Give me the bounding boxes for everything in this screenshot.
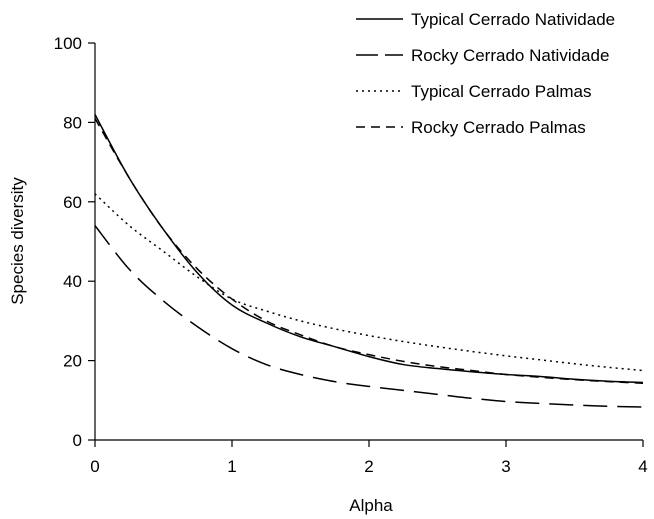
y-tick-label: 60 xyxy=(63,193,82,212)
legend-label-rocky-cerrado-palmas: Rocky Cerrado Palmas xyxy=(411,118,586,137)
x-tick-label: 4 xyxy=(638,457,647,476)
x-tick-label: 0 xyxy=(90,457,99,476)
series-line-typical-cerrado-palmas xyxy=(94,193,644,372)
axes: 0 20 40 60 80 100 0 1 2 3 4 xyxy=(54,34,648,476)
series-line-rocky-cerrado-palmas xyxy=(94,118,644,384)
series-layer xyxy=(94,114,644,408)
series-line-typical-cerrado-natividade xyxy=(94,114,644,384)
y-tick-label: 80 xyxy=(63,113,82,132)
x-axis-label: Alpha xyxy=(349,496,393,515)
x-tick-label: 3 xyxy=(501,457,510,476)
y-tick-label: 40 xyxy=(63,272,82,291)
series-line-rocky-cerrado-natividade xyxy=(94,225,644,408)
y-tick-label: 0 xyxy=(73,431,82,450)
x-tick-label: 1 xyxy=(227,457,236,476)
x-tick-label: 2 xyxy=(364,457,373,476)
legend-label-rocky-cerrado-natividade: Rocky Cerrado Natividade xyxy=(411,46,609,65)
legend-label-typical-cerrado-natividade: Typical Cerrado Natividade xyxy=(411,10,615,29)
y-axis-label: Species diversity xyxy=(8,177,27,305)
y-tick-label: 20 xyxy=(63,352,82,371)
legend: Typical Cerrado Natividade Rocky Cerrado … xyxy=(356,10,615,137)
y-tick-label: 100 xyxy=(54,34,82,53)
legend-label-typical-cerrado-palmas: Typical Cerrado Palmas xyxy=(411,82,591,101)
